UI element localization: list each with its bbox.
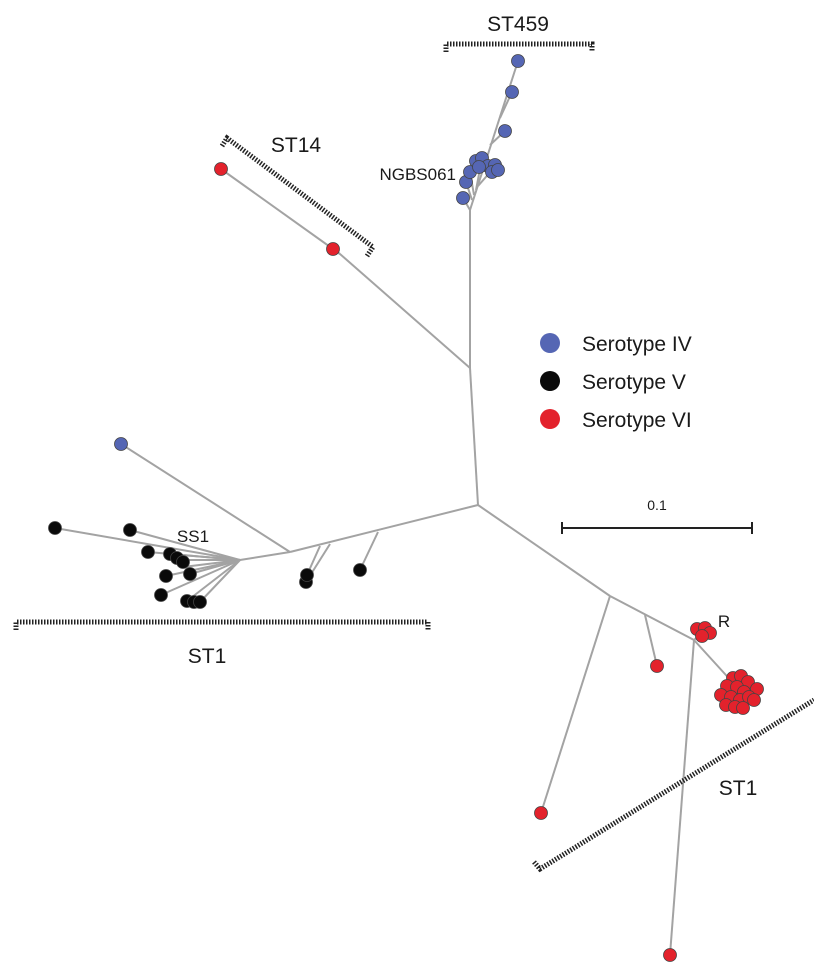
branch <box>540 595 611 814</box>
branch <box>644 614 658 667</box>
clade-label-st1-right: ST1 <box>719 777 758 800</box>
legend-swatch-serotype-vi <box>540 409 560 429</box>
tip-serotype-iv <box>498 124 512 138</box>
tip-serotype-vi <box>534 806 548 820</box>
tip-serotype-v <box>193 595 207 609</box>
tips-serotype-v <box>48 521 367 609</box>
tip-serotype-iv <box>456 191 470 205</box>
clade-label-st14: ST14 <box>271 134 322 157</box>
tip-serotype-vi <box>747 693 761 707</box>
tip-serotype-v <box>48 521 62 535</box>
legend-swatch-serotype-iv <box>540 333 560 353</box>
branch <box>669 639 695 956</box>
strain-label-ss1: SS1 <box>177 527 209 546</box>
tip-serotype-vi <box>736 701 750 715</box>
tip-serotype-vi <box>214 162 228 176</box>
tip-serotype-v <box>123 523 137 537</box>
tip-serotype-v <box>176 555 190 569</box>
legend: Serotype IV Serotype V Serotype VI <box>540 333 692 432</box>
scale-bar-label: 0.1 <box>647 497 667 513</box>
branch <box>477 504 611 597</box>
clade-brackets <box>13 41 814 873</box>
branch <box>239 551 291 561</box>
tip-serotype-iv <box>511 54 525 68</box>
tip-serotype-vi <box>650 659 664 673</box>
scale-bar-line <box>561 522 753 534</box>
branch <box>165 559 241 577</box>
branch <box>359 531 379 571</box>
tree-labels: ST459 ST14 ST1 ST1 NGBS061 SS1 R <box>177 13 757 800</box>
tip-serotype-vi <box>326 242 340 256</box>
branch <box>339 253 471 369</box>
tips-serotype-vi <box>214 162 764 962</box>
branch <box>289 504 479 553</box>
bracket-st1-left <box>13 619 431 630</box>
tip-serotype-v <box>183 567 197 581</box>
branch <box>186 559 241 602</box>
tip-serotype-iv <box>472 160 486 174</box>
clade-label-st459: ST459 <box>487 13 549 36</box>
tip-serotype-v <box>300 568 314 582</box>
tip-serotype-vi <box>695 629 709 643</box>
branch <box>469 367 479 506</box>
legend-label-serotype-iv: Serotype IV <box>582 333 692 356</box>
tip-serotype-v <box>353 563 367 577</box>
branch <box>54 527 241 561</box>
tip-serotype-v <box>159 569 173 583</box>
bracket-st1-right <box>532 697 814 873</box>
tips-serotype-iv <box>114 54 525 451</box>
tip-serotype-vi <box>663 948 677 962</box>
tip-serotype-v <box>154 588 168 602</box>
strain-label-r: R <box>718 612 730 631</box>
legend-label-serotype-vi: Serotype VI <box>582 409 692 432</box>
tree-branches <box>54 60 736 956</box>
tip-serotype-v <box>141 545 155 559</box>
clade-label-st1-left: ST1 <box>188 645 227 668</box>
scale-bar: 0.1 <box>561 497 753 534</box>
branch <box>129 529 241 561</box>
legend-swatch-serotype-v <box>540 371 560 391</box>
tip-serotype-iv <box>491 163 505 177</box>
branch <box>160 559 241 596</box>
bracket-st459 <box>443 41 595 52</box>
branch <box>220 168 341 255</box>
branch <box>199 559 241 603</box>
legend-label-serotype-v: Serotype V <box>582 371 686 394</box>
tip-serotype-iv <box>114 437 128 451</box>
strain-label-ngbs061: NGBS061 <box>379 165 456 184</box>
branch <box>609 595 695 641</box>
branch <box>120 443 291 553</box>
tip-serotype-iv <box>505 85 519 99</box>
